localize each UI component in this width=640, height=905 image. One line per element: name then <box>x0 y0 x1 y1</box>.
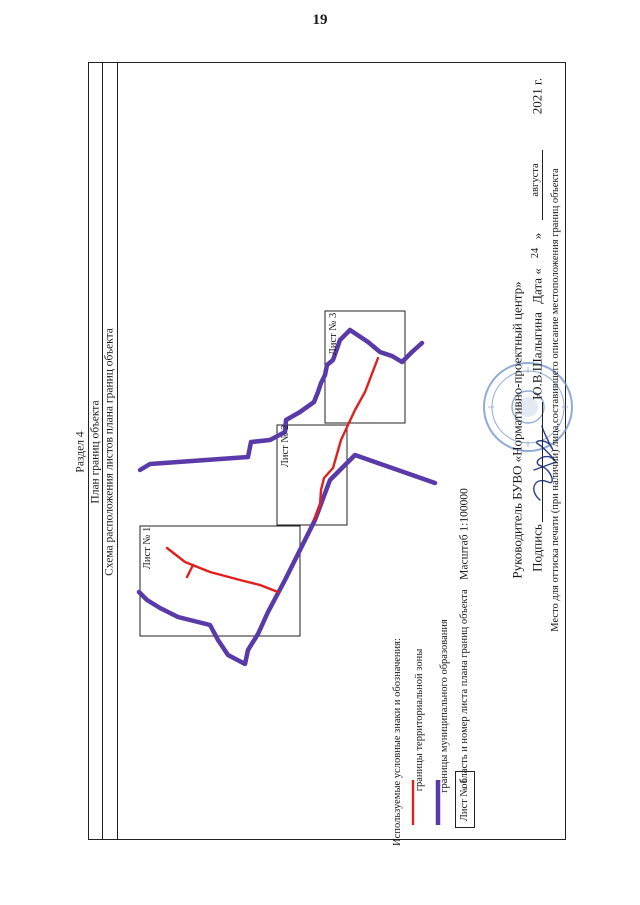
date-month: августа <box>529 163 541 197</box>
date-year: 2021 г. <box>529 77 545 115</box>
legend-heading: Используемые условные знаки и обозначени… <box>391 638 403 846</box>
signature-label: Подпись <box>529 524 545 572</box>
map-scale: Масштаб 1:100000 <box>458 488 471 580</box>
date-month-line <box>542 150 543 220</box>
sheet-1-area <box>139 525 301 637</box>
signer-name: Ю.В.Шалыгина <box>529 312 545 400</box>
legend-sheet-box <box>455 771 475 828</box>
head-of-organization: Руководитель БУВО «Нормативно-проектный … <box>509 281 525 579</box>
date-day: 24 <box>529 247 541 259</box>
header-divider <box>117 63 118 839</box>
legend-municipal-label: границы муниципального образования <box>438 619 450 793</box>
sheet-label-2: Лист № 2 <box>279 424 291 468</box>
sheet-label-1: Лист № 1 <box>141 526 153 570</box>
legend-sheet-label: область и номер листа плана границ объек… <box>458 589 470 789</box>
signature-line <box>542 402 543 522</box>
legend-zone-label: границы территориальной зоны <box>413 648 425 792</box>
page-number: 19 <box>312 12 328 28</box>
map-frame <box>88 62 566 840</box>
zone-boundary-line <box>312 356 380 522</box>
municipal-boundary-line <box>137 327 425 473</box>
organization-stamp <box>483 362 573 452</box>
date-close: » <box>529 232 545 240</box>
zone-boundary-line <box>185 563 195 579</box>
zone-boundary-line <box>165 546 280 594</box>
handwritten-signature <box>533 425 557 501</box>
sheet-label-3: Лист № 3 <box>327 312 339 356</box>
date-label: Дата « <box>529 268 545 304</box>
stamp-note: Место для оттиска печати (при наличии) л… <box>549 168 561 632</box>
header-divider <box>102 63 103 839</box>
